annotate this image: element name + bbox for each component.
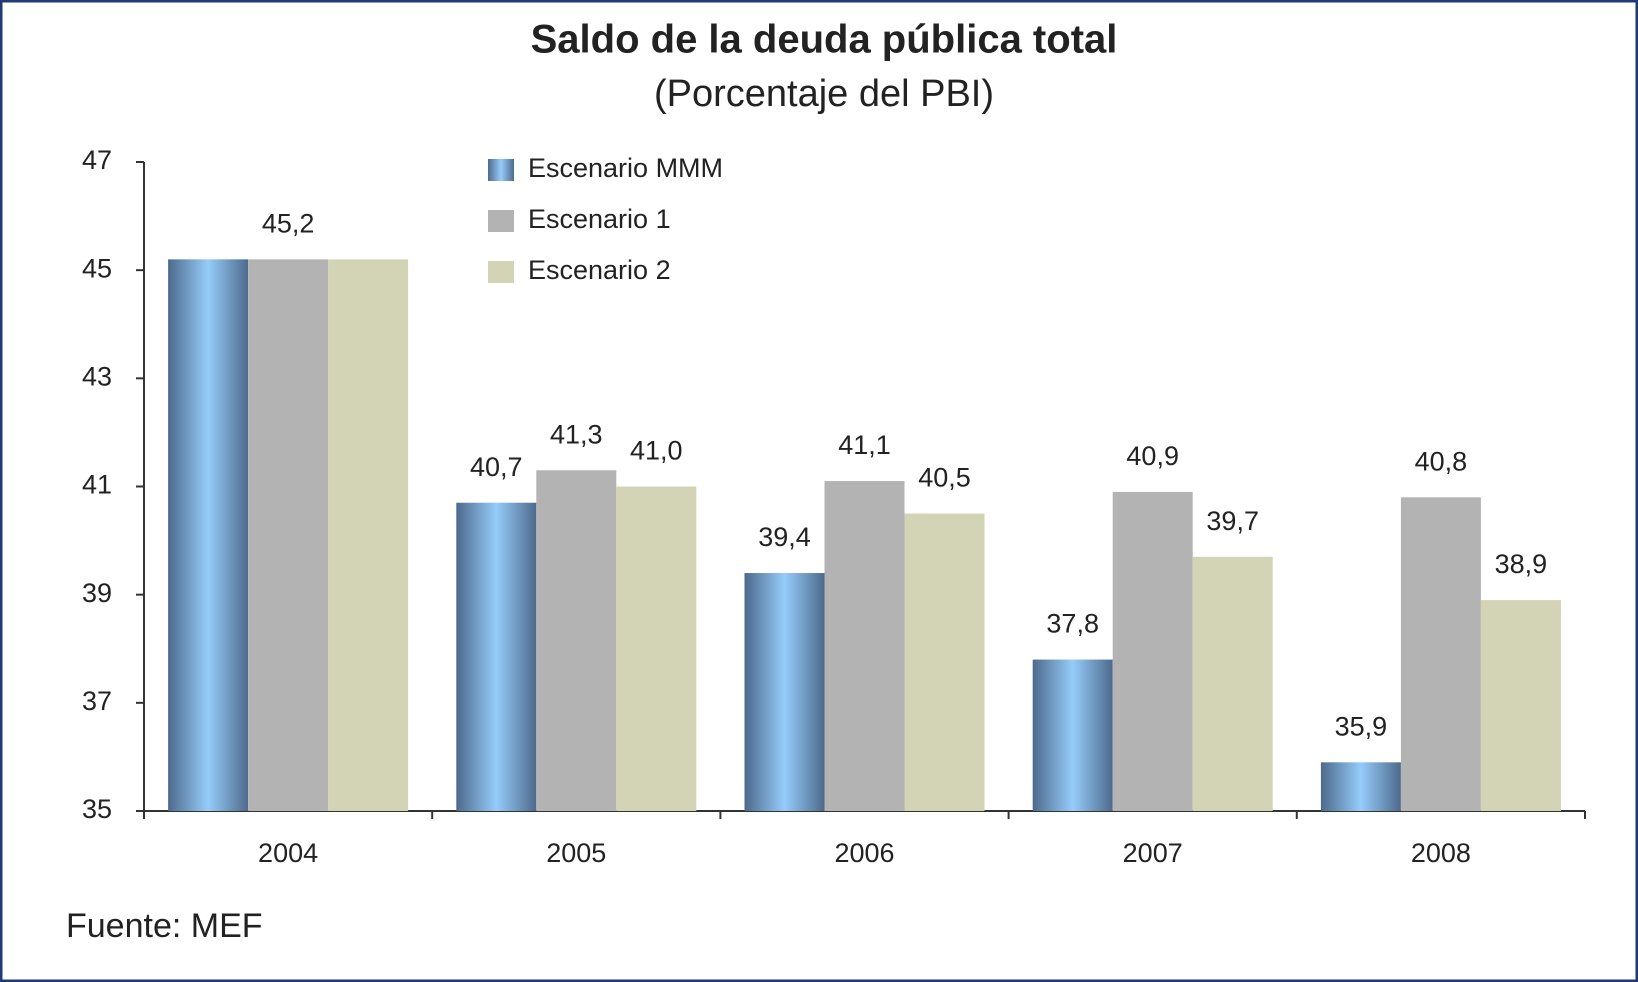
value-label: 38,9 <box>1495 549 1548 579</box>
y-tick-label: 39 <box>82 578 112 608</box>
source-note: Fuente: MEF <box>66 907 263 945</box>
value-label: 40,7 <box>470 452 523 482</box>
value-label: 40,8 <box>1415 446 1468 476</box>
bar <box>1192 556 1273 811</box>
value-label: 41,1 <box>838 430 891 460</box>
value-label: 35,9 <box>1335 711 1388 741</box>
value-label: 40,9 <box>1126 441 1179 471</box>
x-tick-label: 2006 <box>834 838 894 868</box>
y-tick-label: 47 <box>82 145 112 175</box>
legend-label: Escenario 2 <box>528 255 671 285</box>
y-tick-label: 37 <box>82 686 112 716</box>
bar <box>616 486 697 811</box>
value-label: 45,2 <box>262 208 315 238</box>
bar <box>1032 659 1113 811</box>
legend-label: Escenario MMM <box>528 153 723 183</box>
bar <box>1320 762 1401 811</box>
legend-swatch <box>488 159 514 181</box>
x-tick-label: 2007 <box>1123 838 1183 868</box>
y-tick-label: 43 <box>82 361 112 391</box>
x-tick-label: 2004 <box>258 838 318 868</box>
value-label: 37,8 <box>1046 609 1099 639</box>
y-tick-label: 41 <box>82 470 112 500</box>
value-label: 39,4 <box>758 522 811 552</box>
bar <box>456 502 537 811</box>
bar <box>1112 491 1193 811</box>
bar <box>824 481 905 811</box>
chart-subtitle: (Porcentaje del PBI) <box>654 73 994 115</box>
value-label: 41,3 <box>550 419 603 449</box>
bar <box>328 259 409 812</box>
legend-swatch <box>488 210 514 232</box>
bar <box>536 470 617 811</box>
y-tick-label: 35 <box>82 794 112 824</box>
y-tick-label: 45 <box>82 253 112 283</box>
bar <box>248 259 329 812</box>
legend-label: Escenario 1 <box>528 204 671 234</box>
legend-swatch <box>488 261 514 283</box>
chart-title: Saldo de la deuda pública total <box>531 18 1118 62</box>
value-label: 39,7 <box>1206 506 1259 536</box>
bar <box>744 573 825 811</box>
bar <box>1400 497 1481 811</box>
value-label: 41,0 <box>630 436 683 466</box>
x-tick-label: 2008 <box>1411 838 1471 868</box>
x-tick-label: 2005 <box>546 838 606 868</box>
bar <box>168 259 249 812</box>
bar <box>1480 600 1561 811</box>
value-label: 40,5 <box>918 463 971 493</box>
bar <box>904 513 985 811</box>
